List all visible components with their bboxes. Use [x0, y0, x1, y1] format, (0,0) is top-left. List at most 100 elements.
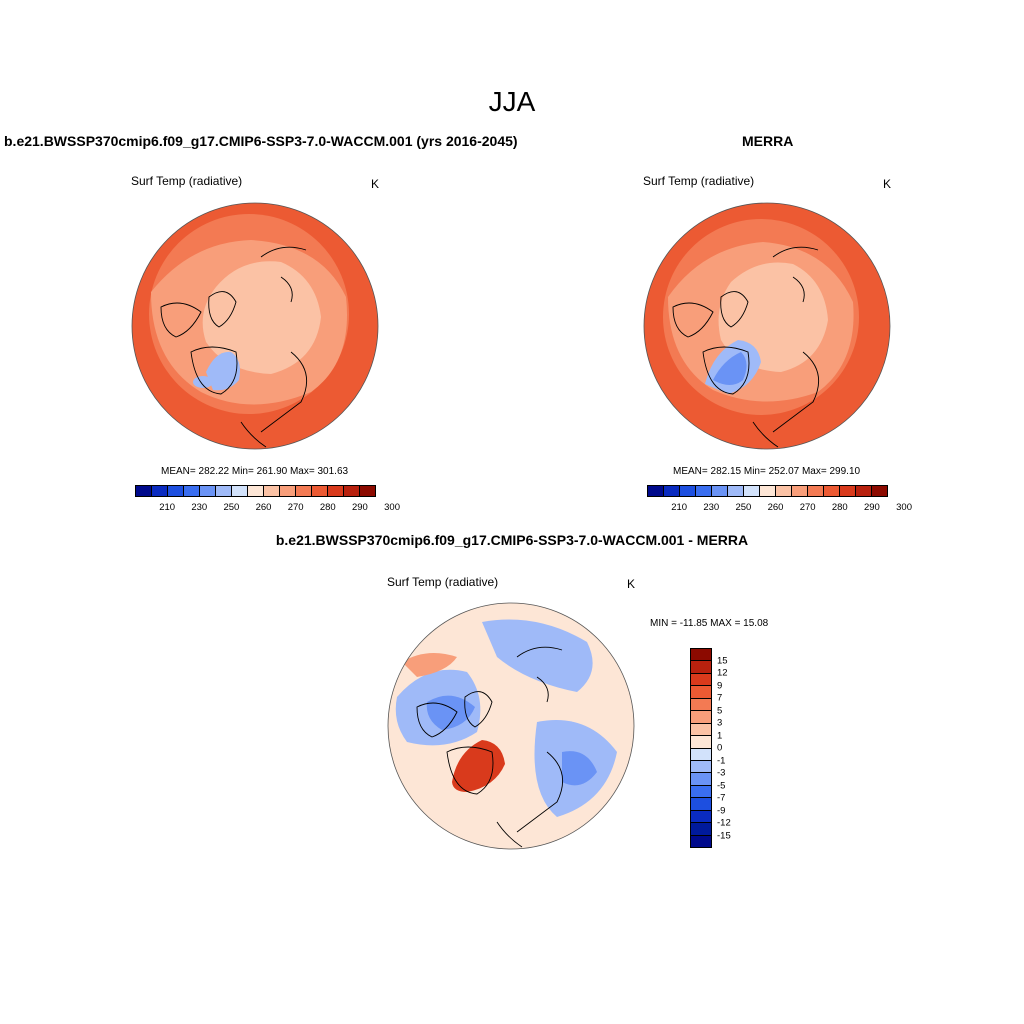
colorbar-swatch	[691, 711, 711, 724]
panel3-colorbar	[690, 648, 712, 848]
colorbar-tick-label: 5	[717, 705, 723, 716]
colorbar-swatch	[691, 723, 711, 737]
colorbar-swatch	[744, 486, 760, 496]
panel1-units-label: K	[371, 177, 380, 191]
colorbar-tick-label: 12	[717, 667, 728, 679]
colorbar-swatch	[824, 486, 840, 496]
colorbar-swatch	[232, 486, 248, 496]
colorbar-tick-label: 270	[799, 502, 816, 513]
colorbar-tick-label: 260	[767, 502, 784, 513]
panel2-colorbar	[647, 485, 888, 497]
panel3-polar-map	[387, 602, 635, 850]
colorbar-swatch	[691, 785, 711, 799]
colorbar-tick-label: -9	[717, 805, 726, 816]
colorbar-swatch	[168, 486, 184, 496]
colorbar-tick-label: -5	[717, 780, 726, 791]
colorbar-tick-label: 0	[717, 742, 723, 754]
colorbar-tick-label: -7	[717, 792, 726, 804]
colorbar-swatch	[344, 486, 360, 496]
colorbar-swatch	[691, 698, 711, 712]
colorbar-swatch	[691, 686, 711, 699]
panel3-title: b.e21.BWSSP370cmip6.f09_g17.CMIP6-SSP3-7…	[275, 532, 749, 548]
colorbar-swatch	[696, 486, 712, 496]
colorbar-tick-label: 210	[159, 502, 176, 513]
panel2-polar-map	[643, 202, 891, 450]
colorbar-tick-label: 260	[255, 502, 272, 513]
colorbar-swatch	[840, 486, 856, 496]
colorbar-tick-label: 280	[319, 502, 336, 513]
colorbar-swatch	[691, 736, 711, 749]
colorbar-tick-label: 250	[223, 502, 240, 513]
colorbar-tick-label: 300	[896, 502, 912, 513]
panel1-colorbar-ticks: 210 230 250 260 270 280 290 300	[135, 502, 400, 514]
colorbar-swatch	[691, 835, 711, 847]
colorbar-tick-label: 15	[717, 655, 728, 666]
colorbar-tick-label: 290	[351, 502, 368, 513]
panel2-colorbar-ticks: 210 230 250 260 270 280 290 300	[647, 502, 912, 514]
colorbar-swatch	[152, 486, 168, 496]
colorbar-tick-label: 290	[863, 502, 880, 513]
colorbar-swatch	[760, 486, 776, 496]
colorbar-tick-label: 230	[703, 502, 720, 513]
panel1-stats: MEAN= 282.22 Min= 261.90 Max= 301.63	[161, 466, 349, 477]
colorbar-tick-label: 3	[717, 717, 723, 729]
colorbar-swatch	[216, 486, 232, 496]
colorbar-tick-label: 270	[287, 502, 304, 513]
panel2-title: MERRA	[742, 133, 794, 149]
colorbar-tick-label: -12	[717, 817, 731, 829]
colorbar-swatch	[200, 486, 216, 496]
colorbar-swatch	[680, 486, 696, 496]
colorbar-tick-label: -15	[717, 830, 731, 841]
panel2-variable-label: Surf Temp (radiative)	[643, 174, 755, 188]
colorbar-tick-label: 230	[191, 502, 208, 513]
colorbar-swatch	[691, 748, 711, 761]
colorbar-swatch	[856, 486, 872, 496]
colorbar-swatch	[728, 486, 744, 496]
colorbar-tick-label: 7	[717, 692, 723, 704]
colorbar-swatch	[808, 486, 824, 496]
colorbar-tick-label: 1	[717, 730, 723, 741]
colorbar-swatch	[248, 486, 264, 496]
colorbar-swatch	[664, 486, 680, 496]
panel3-stats: MIN = -11.85 MAX = 15.08	[650, 618, 769, 629]
colorbar-tick-label: 300	[384, 502, 400, 513]
panel2-units-label: K	[883, 177, 892, 191]
colorbar-swatch	[792, 486, 808, 496]
colorbar-swatch	[280, 486, 296, 496]
colorbar-swatch	[691, 798, 711, 811]
panel3-colorbar-ticks: 15 12 9 7 5 3 1 0 -1 -3 -5 -7 -9 -12 -15	[717, 648, 757, 848]
colorbar-swatch	[712, 486, 728, 496]
panel2-temperature-field	[644, 203, 890, 449]
colorbar-swatch	[648, 486, 664, 496]
colorbar-tick-label: -1	[717, 755, 726, 766]
colorbar-tick-label: 250	[735, 502, 752, 513]
colorbar-swatch	[691, 661, 711, 674]
colorbar-swatch	[691, 673, 711, 687]
figure-title: JJA	[488, 86, 536, 117]
colorbar-tick-label: 9	[717, 680, 723, 691]
colorbar-swatch	[312, 486, 328, 496]
colorbar-swatch	[691, 773, 711, 786]
panel1-polar-map	[131, 202, 379, 450]
panel2-stats: MEAN= 282.15 Min= 252.07 Max= 299.10	[673, 466, 861, 477]
panel1-colorbar	[135, 485, 376, 497]
colorbar-swatch	[360, 486, 375, 496]
colorbar-swatch	[264, 486, 280, 496]
colorbar-tick-label: -3	[717, 767, 726, 779]
colorbar-swatch	[872, 486, 887, 496]
colorbar-swatch	[328, 486, 344, 496]
colorbar-swatch	[184, 486, 200, 496]
colorbar-swatch	[691, 649, 711, 662]
colorbar-swatch	[136, 486, 152, 496]
panel3-difference-field	[388, 603, 634, 849]
colorbar-swatch	[691, 823, 711, 836]
panel1-temperature-field	[132, 203, 378, 449]
colorbar-swatch	[776, 486, 792, 496]
colorbar-swatch	[296, 486, 312, 496]
colorbar-swatch	[691, 810, 711, 824]
panel3-variable-label: Surf Temp (radiative)	[387, 575, 499, 589]
panel3-units-label: K	[627, 577, 636, 591]
panel1-title: b.e21.BWSSP370cmip6.f09_g17.CMIP6-SSP3-7…	[4, 133, 518, 149]
panel1-variable-label: Surf Temp (radiative)	[131, 174, 243, 188]
colorbar-swatch	[691, 760, 711, 774]
